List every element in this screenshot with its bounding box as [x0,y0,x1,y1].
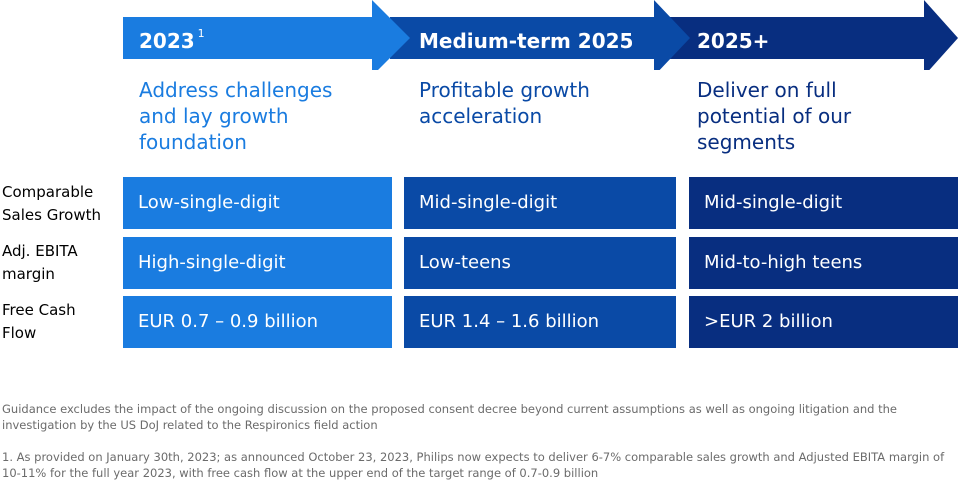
phase-description-medium-term: Profitable growth acceleration [419,78,590,128]
footnote-1: 1. As provided on January 30th, 2023; as… [2,450,945,480]
cell-ebita-2025-plus: Mid-to-high teens [689,237,958,289]
footnote-marker: 1 [197,27,205,40]
timeline-arrows [123,0,958,70]
phase-label-2025-plus: 2025+ [697,29,770,53]
phase-description-2023: Address challenges and lay growth founda… [139,78,333,154]
cell-fcf-medium-term: EUR 1.4 – 1.6 billion [404,296,676,348]
cell-ebita-medium-term: Low-teens [404,237,676,289]
cell-ebita-2023: High-single-digit [123,237,392,289]
arrow-medium-term [390,0,690,70]
phase-label-medium-term: Medium-term 2025 [419,29,634,53]
phase-description-2025-plus: Deliver on full potential of our segment… [697,78,852,154]
cell-sales-growth-medium-term: Mid-single-digit [404,177,676,229]
cell-fcf-2025-plus: >EUR 2 billion [689,296,958,348]
cell-fcf-2023: EUR 0.7 – 0.9 billion [123,296,392,348]
arrow-2023 [123,0,410,70]
row-label-comparable-sales-growth: Comparable Sales Growth [2,183,101,224]
guidance-footnote: Guidance excludes the impact of the ongo… [2,402,897,432]
phase-label-2023: 2023 1 [139,27,205,53]
row-label-adj-ebita-margin: Adj. EBITA margin [2,242,78,283]
row-label-free-cash-flow: Free Cash Flow [2,301,76,342]
cell-sales-growth-2025-plus: Mid-single-digit [689,177,958,229]
cell-sales-growth-2023: Low-single-digit [123,177,392,229]
arrow-2025-plus [660,0,958,70]
